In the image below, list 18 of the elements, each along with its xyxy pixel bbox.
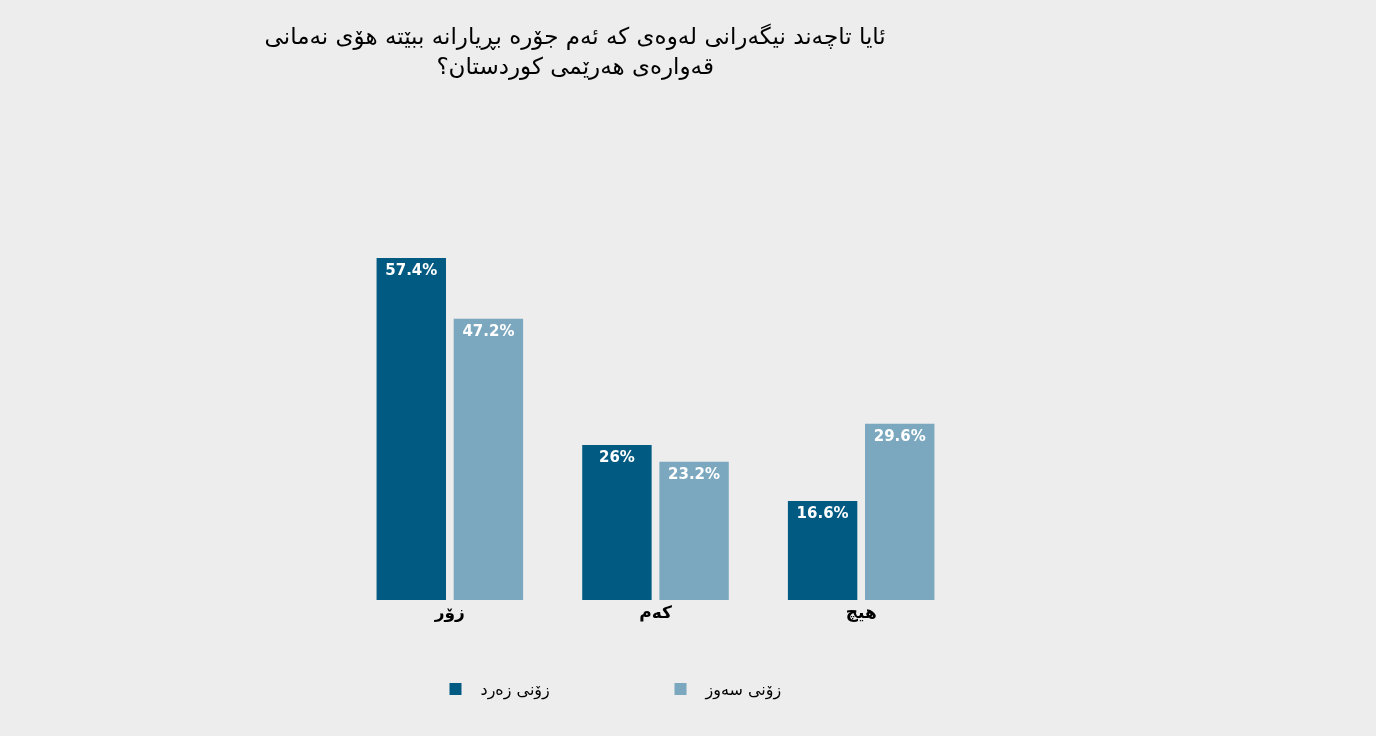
data-label: 26% [598, 448, 635, 467]
bar [453, 318, 524, 600]
bar [376, 258, 446, 600]
data-label: 47.2% [462, 321, 515, 340]
bar [659, 461, 729, 600]
data-label: 29.6% [873, 426, 926, 445]
bar [787, 501, 858, 600]
bar [582, 445, 652, 600]
data-label: 16.6% [796, 504, 849, 523]
legend-label: زۆنی سەوز [704, 680, 782, 701]
x-tick-label: هیچ [845, 602, 877, 622]
legend-label: زۆنی زەرد [480, 680, 550, 701]
bar [865, 423, 935, 600]
x-tick-label: زۆر [433, 602, 465, 623]
chart-title: ئایا تاچەند نیگەرانی لەوەی کە ئەم جۆرە بڕیارانە ببێتە هۆی نەمانی قەوارەی هەرێمی کوردستان؟ [264, 23, 886, 81]
x-tick-label: کەم [639, 602, 672, 622]
data-label: 57.4% [385, 261, 438, 279]
data-label: 23.2% [668, 464, 721, 483]
